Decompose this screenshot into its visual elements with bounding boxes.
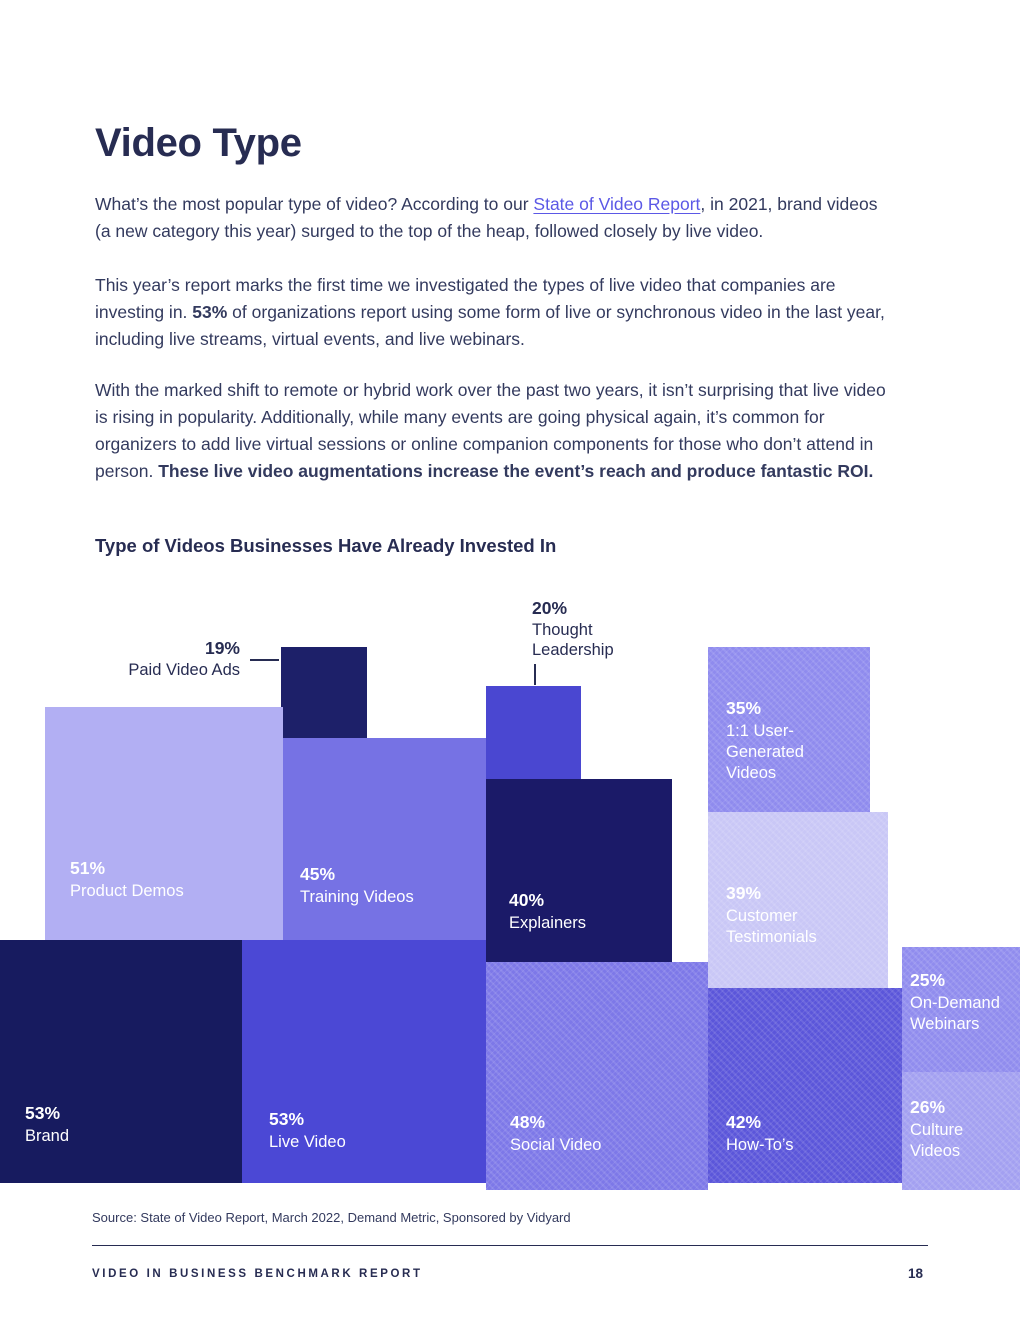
block-percent: 40%: [509, 890, 545, 910]
block-label: Customer Testimonials: [726, 907, 817, 946]
block-label: Culture Videos: [910, 1121, 964, 1160]
chart-block-user-generated-videos: 35% 1:1 User-Generated Videos: [708, 647, 870, 812]
block-percent: 26%: [910, 1097, 946, 1117]
chart-block-customer-testimonials: 39% Customer Testimonials: [708, 812, 888, 988]
p2-text-before: This year’s report marks the first time …: [95, 275, 836, 322]
block-percent: 39%: [726, 883, 762, 903]
block-percent: 48%: [510, 1112, 546, 1132]
footer-page-number: 18: [908, 1266, 924, 1281]
block-percent: 20%: [532, 598, 568, 618]
chart-block-live-video: 53% Live Video: [242, 940, 486, 1183]
chart-block-paid-video-ads: [281, 647, 367, 738]
chart-heading: Type of Videos Businesses Have Already I…: [95, 535, 557, 556]
block-percent: 35%: [726, 698, 762, 718]
block-label: Training Videos: [300, 888, 414, 906]
chart-block-brand: 53% Brand: [0, 940, 242, 1183]
chart-block-social-video: 48% Social Video: [486, 962, 708, 1190]
block-percent: 19%: [204, 638, 240, 658]
p2-stat-bold: 53%: [192, 302, 228, 322]
p2-text-after: of organizations report using some form …: [95, 302, 885, 349]
state-of-video-report-link[interactable]: State of Video Report: [533, 194, 701, 214]
intro-paragraph-2: This year’s report marks the first time …: [95, 272, 895, 353]
p3-text-before: With the marked shift to remote or hybri…: [95, 380, 886, 481]
block-label: Paid Video Ads: [128, 661, 240, 679]
chart-block-thought-leadership: [486, 686, 581, 779]
page-title: Video Type: [95, 121, 302, 165]
block-percent: 53%: [269, 1109, 305, 1129]
footer-report-name: VIDEO IN BUSINESS BENCHMARK REPORT: [92, 1268, 423, 1280]
p1-text-before: What’s the most popular type of video? A…: [95, 194, 534, 214]
block-label: Explainers: [509, 914, 587, 932]
source-attribution: Source: State of Video Report, March 202…: [92, 1210, 571, 1225]
block-percent: 51%: [70, 858, 106, 878]
chart-block-product-demos: 51% Product Demos: [45, 707, 283, 940]
chart-block-how-tos: 42% How-To’s: [708, 988, 902, 1183]
chart-block-training-videos: 45% Training Videos: [283, 738, 486, 962]
chart-block-culture-videos: 26% Culture Videos: [902, 1072, 1020, 1190]
callout-connector-line: [250, 659, 279, 661]
callout-thought-leadership: 20% Thought Leadership: [532, 596, 636, 660]
block-percent: 25%: [910, 970, 946, 990]
block-label: Live Video: [269, 1133, 346, 1151]
chart-block-on-demand-webinars: 25% On-Demand Webinars: [902, 947, 1020, 1072]
video-type-mosaic-chart: 19% Paid Video Ads 20% Thought Leadershi…: [0, 590, 1020, 1190]
block-label: Thought Leadership: [532, 621, 614, 659]
block-label: On-Demand Webinars: [910, 994, 1000, 1033]
block-percent: 53%: [25, 1103, 61, 1123]
block-percent: 45%: [300, 864, 336, 884]
block-label: 1:1 User-Generated Videos: [726, 722, 804, 782]
footer-divider: [92, 1245, 928, 1246]
block-label: Brand: [25, 1127, 70, 1145]
intro-paragraph-3: With the marked shift to remote or hybri…: [95, 377, 895, 485]
block-label: How-To’s: [726, 1136, 794, 1154]
block-label: Social Video: [510, 1136, 602, 1154]
callout-connector-line: [534, 664, 536, 685]
p3-text-bold: These live video augmentations increase …: [158, 461, 874, 481]
p1-text-after: , in 2021, brand videos (a new category …: [95, 194, 878, 241]
intro-paragraph-1: What’s the most popular type of video? A…: [95, 191, 895, 245]
chart-block-explainers: 40% Explainers: [486, 779, 672, 962]
callout-paid-video-ads: 19% Paid Video Ads: [60, 636, 240, 680]
block-percent: 42%: [726, 1112, 762, 1132]
block-label: Product Demos: [70, 882, 184, 900]
